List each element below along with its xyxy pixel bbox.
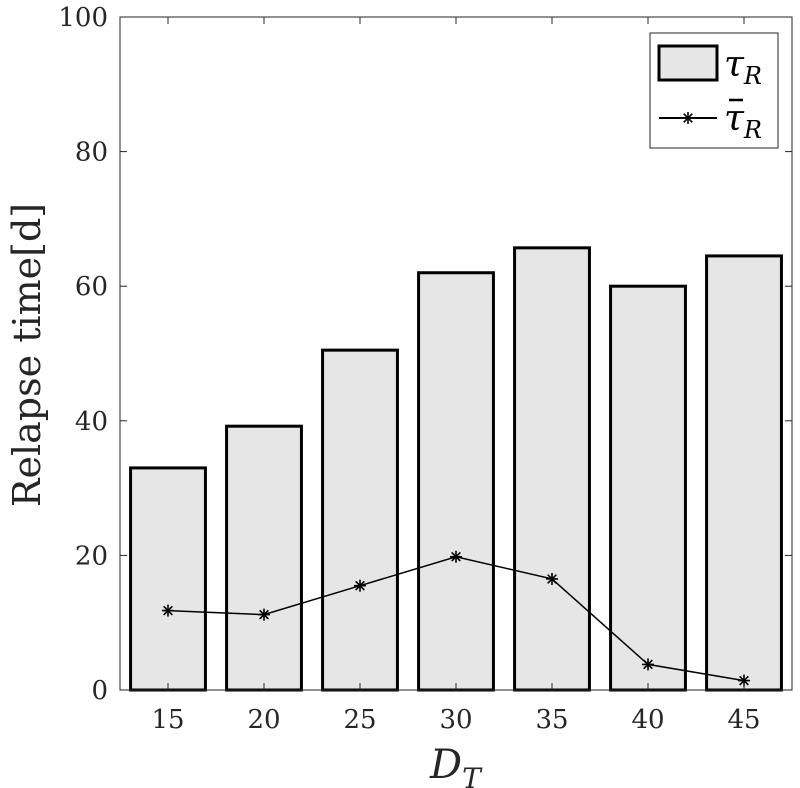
y-tick-label: 80 (75, 138, 108, 168)
legend-line-marker (682, 112, 694, 124)
y-axis-title: Relapse time[d] (5, 203, 49, 507)
y-tick-label: 20 (75, 541, 108, 571)
y-tick-label: 100 (58, 3, 108, 33)
x-axis-title-main: D (429, 742, 462, 788)
line-point-35 (546, 572, 558, 585)
y-tick-label: 60 (75, 272, 108, 302)
legend-label-line-sub: R (743, 116, 762, 144)
bar-45 (705, 254, 783, 692)
ticks-layer: 0 20 40 60 80 100 15 20 25 30 35 40 45 (58, 3, 792, 735)
line-point-20 (258, 608, 270, 621)
x-axis-title-subscript: T (462, 762, 483, 788)
legend-bar-swatch (657, 44, 719, 82)
bar-25 (321, 348, 399, 692)
legend-label-line: τR (724, 98, 762, 144)
x-tick-label: 30 (439, 705, 472, 735)
x-tick-label: 25 (343, 705, 376, 735)
line-layer (162, 550, 750, 687)
bar-15 (129, 466, 207, 692)
legend-asterisk-icon (682, 112, 694, 124)
legend-label-bar: τR (724, 44, 762, 90)
line-point-40 (642, 658, 654, 671)
legend-label-bar-sub: R (743, 62, 762, 90)
legend-label-line-main: τ (724, 98, 745, 139)
x-tick-label: 15 (151, 705, 184, 735)
bar-35 (513, 246, 591, 692)
bars-layer (129, 246, 783, 692)
line-point-15 (162, 604, 174, 617)
line-point-30 (450, 550, 462, 563)
x-tick-label: 35 (535, 705, 568, 735)
bar-20 (225, 424, 303, 692)
y-tick-label: 0 (91, 676, 108, 706)
x-axis-title: DT (429, 742, 483, 788)
legend: τR τR (649, 32, 779, 149)
line-point-25 (354, 579, 366, 592)
bar-30 (417, 271, 495, 692)
x-tick-label: 45 (727, 705, 760, 735)
x-tick-label: 20 (247, 705, 280, 735)
bar-40 (609, 284, 687, 692)
x-tick-label: 40 (631, 705, 664, 735)
legend-label-bar-main: τ (724, 44, 745, 85)
y-tick-label: 40 (75, 407, 108, 437)
